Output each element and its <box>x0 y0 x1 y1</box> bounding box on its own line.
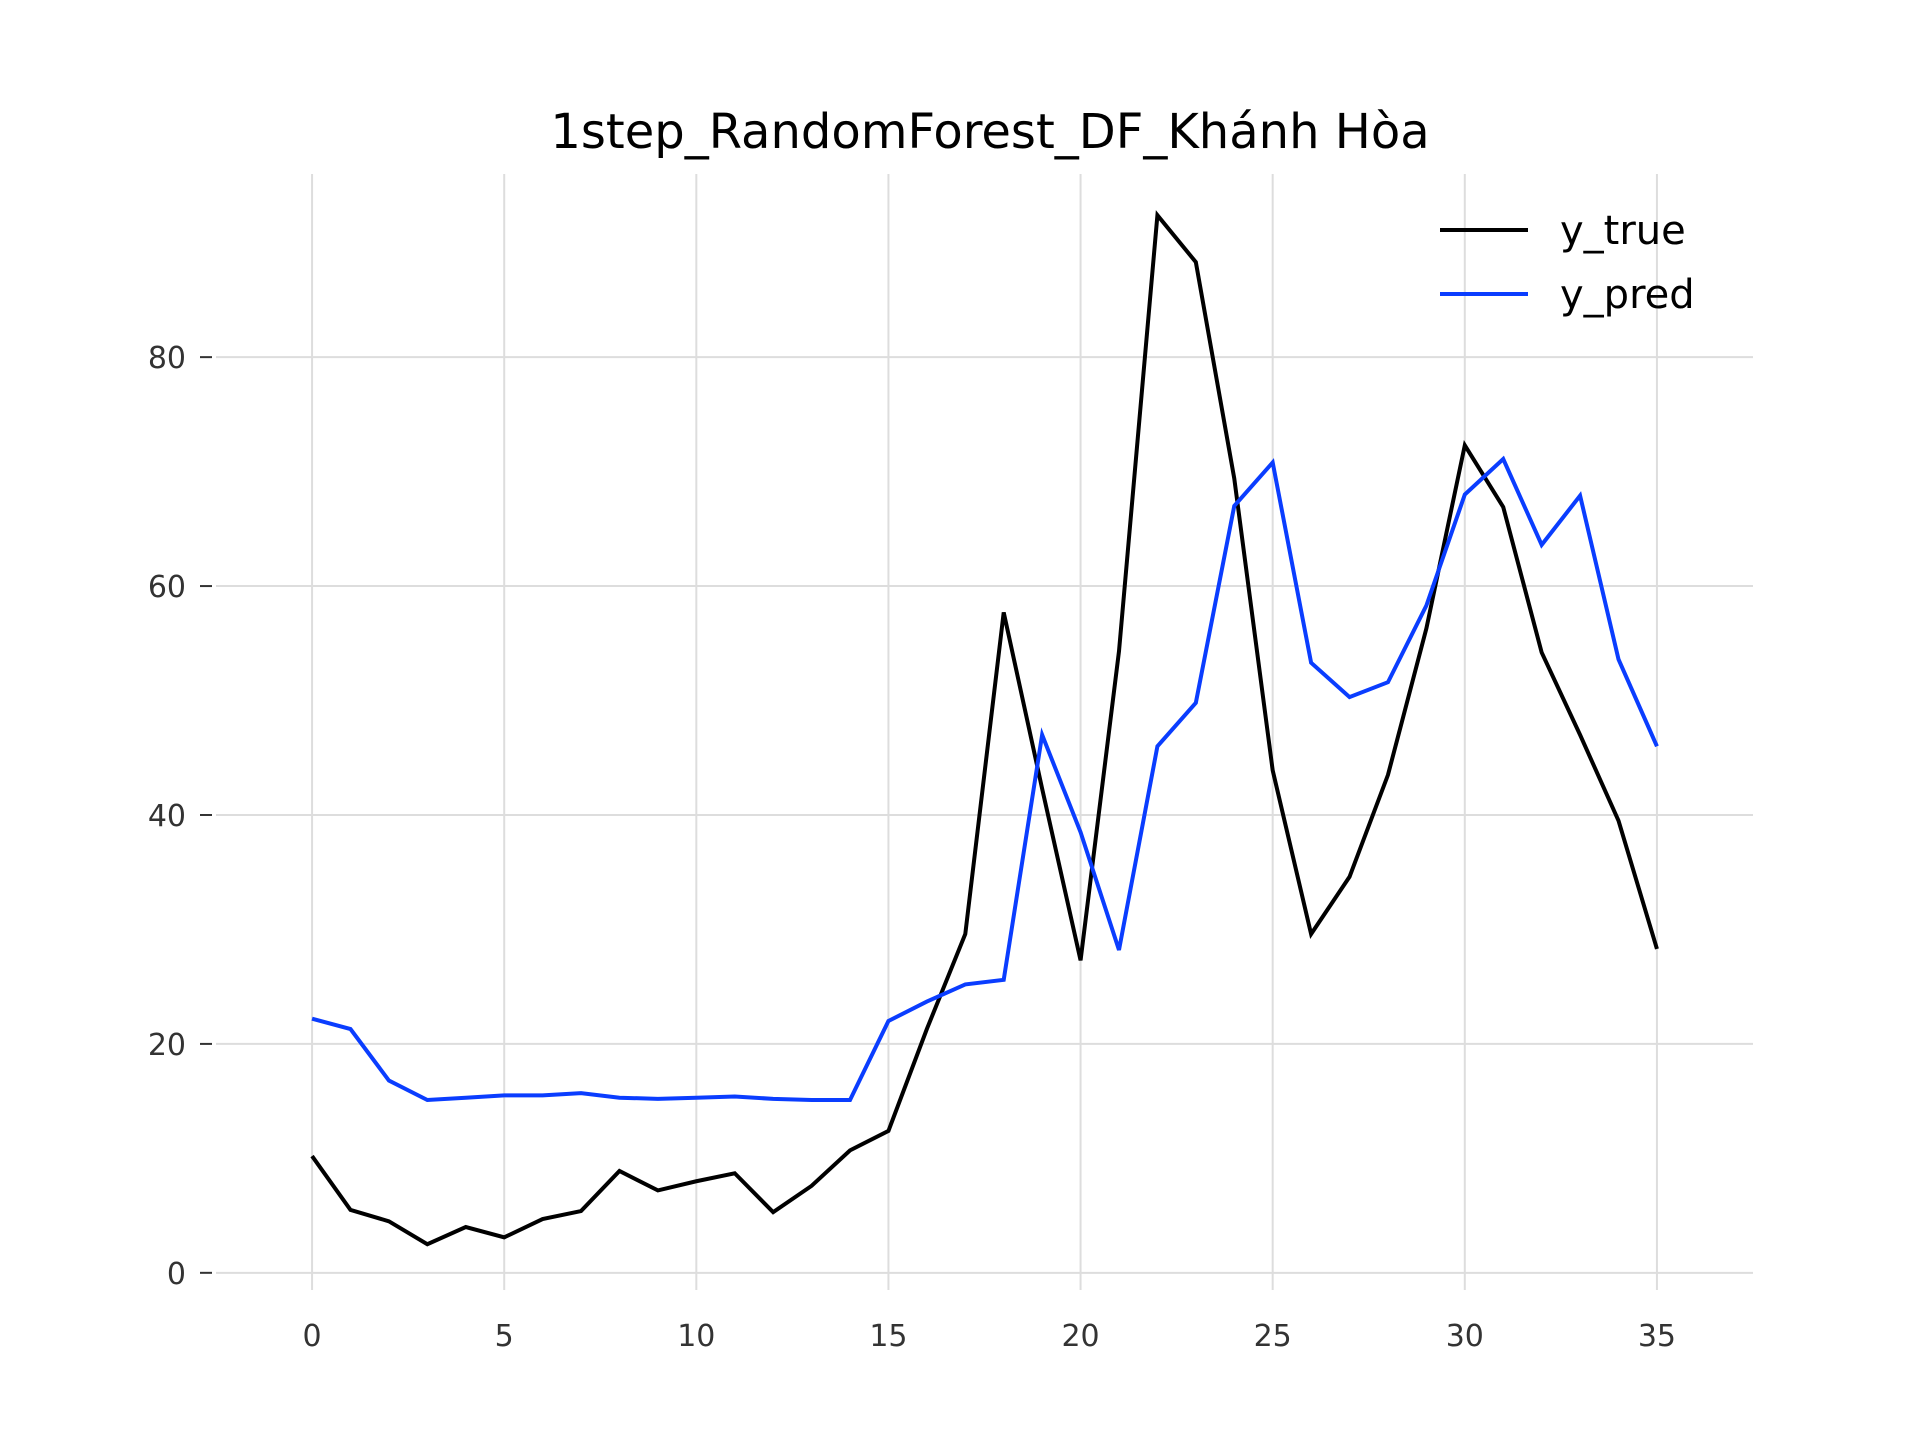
series-lines <box>310 210 1659 1247</box>
x-tick-label: 5 <box>495 1319 514 1354</box>
x-tick-label: 30 <box>1446 1319 1484 1354</box>
x-tick-label: 20 <box>1061 1319 1099 1354</box>
series-line-y-true <box>310 210 1659 1247</box>
x-tick-label: 0 <box>303 1319 322 1354</box>
grid-lines <box>216 174 1753 1290</box>
x-tick-label: 10 <box>677 1319 715 1354</box>
y-axis: 0 20 40 60 80 <box>148 341 212 1292</box>
x-axis: 0 5 10 15 20 25 30 35 <box>303 1319 1677 1354</box>
y-tick-label: 0 <box>167 1257 186 1292</box>
x-tick-label: 15 <box>869 1319 907 1354</box>
legend: y_true y_pred <box>1440 208 1695 318</box>
legend-label: y_true <box>1560 208 1686 254</box>
chart-title: 1step_RandomForest_DF_Khánh Hòa <box>550 104 1429 160</box>
y-tick-label: 60 <box>148 570 186 605</box>
series-line-y-pred <box>311 455 1659 1103</box>
y-tick-label: 40 <box>148 799 186 834</box>
x-tick-label: 25 <box>1254 1319 1292 1354</box>
y-tick-label: 80 <box>148 341 186 376</box>
y-tick-label: 20 <box>148 1028 186 1063</box>
legend-label: y_pred <box>1560 272 1695 318</box>
x-tick-label: 35 <box>1638 1319 1676 1354</box>
